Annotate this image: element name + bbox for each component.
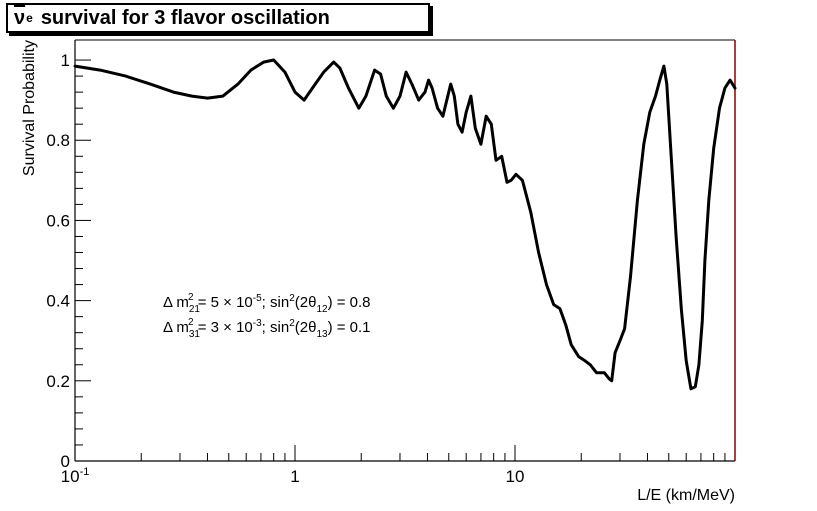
title-nu-subscript: e	[26, 11, 33, 25]
annotation-group: Δ m212 = 5 × 10-5; sin2(2θ12) = 0.8Δ m31…	[163, 292, 371, 340]
title-nu-symbol: ν	[14, 6, 26, 29]
y-tick-label: 0.2	[46, 372, 70, 391]
x-tick-label: 10	[506, 467, 525, 486]
annotation-line: Δ m212 = 5 × 10-5; sin2(2θ12) = 0.8	[163, 292, 371, 315]
x-tick-label: 10-1	[61, 466, 90, 486]
y-tick-label: 0.8	[46, 131, 70, 150]
title-text: survival for 3 flavor oscillation	[40, 6, 330, 29]
y-axis-ticks: 0 0.2 0.4 0.6 0.8 1	[46, 51, 91, 471]
annotation-line: Δ m312 = 3 × 10-3; sin2(2θ13) = 0.1	[163, 317, 371, 340]
y-tick-label: 0	[61, 452, 70, 471]
x-tick-label: 1	[290, 467, 299, 486]
survival-curve-line	[73, 58, 737, 391]
y-tick-label: 0.6	[46, 211, 70, 230]
survival-curve-group	[73, 58, 737, 391]
x-axis-title: L/E (km/MeV)	[637, 487, 735, 504]
y-axis-title: Survival Probability	[21, 40, 38, 176]
y-tick-label: 0.4	[46, 292, 70, 311]
x-axis-ticks: 10-1 1 10	[61, 445, 726, 486]
chart-title: ν e survival for 3 flavor oscillation	[6, 3, 430, 33]
y-tick-label: 1	[61, 51, 70, 70]
plot-frame	[74, 39, 736, 462]
